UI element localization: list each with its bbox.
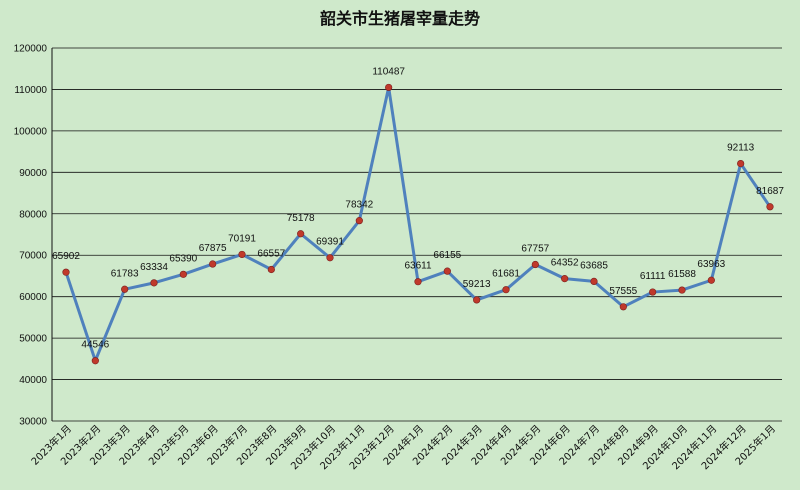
data-label: 63611 [404,261,432,272]
data-label: 44546 [81,340,109,351]
data-point [91,357,99,365]
data-point [414,278,422,286]
y-tick-label: 100000 [14,126,48,137]
data-point [267,265,275,274]
data-label: 65902 [52,251,80,262]
data-point [502,286,510,294]
data-label: 61783 [111,268,139,279]
y-tick-label: 80000 [19,209,47,220]
data-label: 63334 [140,262,168,273]
data-point [766,203,774,211]
data-point [649,288,657,296]
y-tick-label: 90000 [19,168,47,179]
data-point [619,303,627,311]
data-point [473,296,481,304]
data-label: 61588 [668,269,696,280]
data-point [678,286,686,294]
data-label: 78342 [345,200,373,211]
data-point [297,230,305,238]
data-label: 65390 [169,253,197,264]
data-label: 57555 [609,286,637,297]
data-label: 66155 [433,250,461,261]
data-label: 64352 [551,258,579,269]
y-tick-label: 50000 [19,334,47,345]
data-label: 66557 [257,248,285,259]
x-axis: 2023年1月2023年2月2023年3月2023年4月2023年5月2023年… [28,422,778,472]
data-label: 69391 [316,237,344,248]
data-point [590,277,598,285]
series-line [64,85,772,363]
chart-title: 韶关市生猪屠宰量走势 [320,9,480,28]
y-axis: 30000 40000 50000 60000 70000 80000 90000 10000… [14,44,53,428]
data-point [443,267,451,275]
data-point [737,159,745,168]
data-point [531,260,539,269]
data-label: 61111 [640,271,666,282]
data-markers [62,83,774,365]
y-tick-label: 70000 [19,251,47,262]
data-point [209,260,217,268]
data-label: 70191 [228,233,256,244]
y-tick-label: 110000 [14,85,47,96]
data-point [326,254,334,262]
grid-lines [52,47,782,422]
data-point [707,276,715,284]
data-label: 75178 [287,213,315,224]
data-label: 63963 [697,259,725,270]
data-label: 67757 [521,244,549,255]
data-point [238,250,246,259]
data-label: 59213 [463,279,491,290]
data-point [179,270,187,278]
y-tick-label: 40000 [19,375,47,386]
data-point [355,217,363,225]
data-label: 61681 [492,269,520,280]
data-labels: 65902 44546 617836333465390678757019166557… [52,66,784,350]
series-line-path [64,85,772,363]
data-point [121,285,129,293]
data-point [385,83,393,92]
data-label: 81687 [756,186,784,197]
data-label: 67875 [199,243,227,254]
y-tick-label: 120000 [14,44,48,55]
data-point [150,279,158,287]
data-label: 63685 [580,260,608,271]
y-tick-label: 60000 [19,292,47,303]
data-label: 110487 [372,66,405,77]
data-label: 92113 [727,143,755,154]
y-tick-label: 30000 [19,417,47,428]
data-point [561,275,569,283]
data-point [62,268,70,276]
